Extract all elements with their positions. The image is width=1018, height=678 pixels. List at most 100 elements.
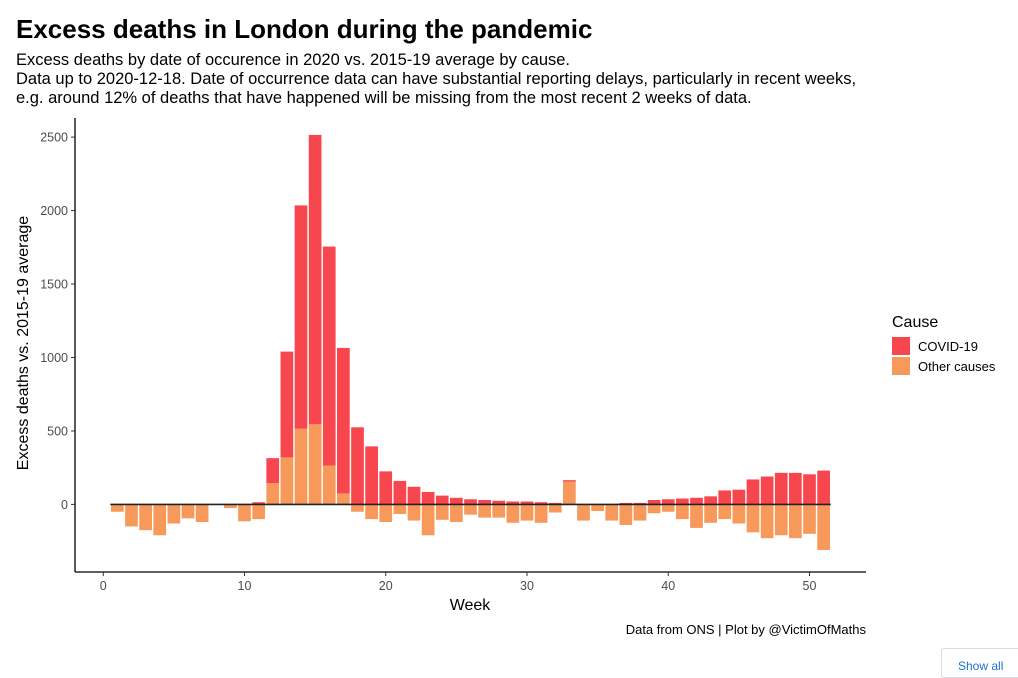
bar-covid-19-week-13: [280, 351, 294, 458]
bar-other-causes-week-49: [789, 504, 802, 539]
show-all-button[interactable]: Show all: [941, 648, 1018, 678]
bar-other-causes-week-20: [379, 504, 393, 523]
bar-covid-19-week-14: [294, 205, 308, 429]
bar-covid-19-week-49: [789, 472, 802, 505]
bar-other-causes-week-13: [280, 457, 294, 505]
chart-subtitle-line-3: e.g. around 12% of deaths that have happ…: [16, 89, 752, 107]
caption: Data from ONS | Plot by @VictimOfMaths: [626, 622, 867, 637]
bar-covid-19-week-24: [435, 495, 449, 505]
chart-subtitle-line-2: Data up to 2020-12-18. Date of occurrenc…: [16, 70, 857, 88]
bar-other-causes-week-22: [407, 504, 421, 521]
bar-covid-19-week-47: [760, 476, 774, 505]
bar-other-causes-week-15: [308, 424, 322, 505]
bar-covid-19-week-46: [746, 479, 760, 505]
bar-covid-19-week-39: [647, 500, 661, 505]
bar-other-causes-week-24: [435, 504, 449, 520]
bar-other-causes-week-17: [337, 493, 350, 505]
x-tick-label-50: 50: [803, 579, 817, 593]
bar-covid-19-week-45: [732, 489, 746, 505]
legend-key-other-causes: [892, 357, 910, 375]
y-tick-label-2500: 2500: [40, 131, 68, 145]
bar-other-causes-week-48: [774, 504, 788, 536]
bar-other-causes-week-39: [647, 504, 661, 514]
bars-group: [111, 134, 830, 550]
bar-covid-19-week-23: [421, 491, 435, 505]
bar-other-causes-week-33: [563, 481, 576, 505]
bar-other-causes-week-46: [746, 504, 760, 533]
bar-other-causes-week-38: [633, 504, 647, 521]
bar-other-causes-week-40: [661, 504, 675, 512]
bar-other-causes-week-43: [704, 504, 717, 523]
y-tick-label-2000: 2000: [40, 204, 68, 218]
bar-other-causes-week-34: [577, 504, 590, 521]
bar-covid-19-week-48: [774, 472, 788, 505]
bar-other-causes-week-36: [605, 504, 619, 521]
bar-other-causes-week-2: [125, 504, 138, 527]
bar-other-causes-week-51: [817, 504, 830, 550]
bar-other-causes-week-29: [506, 504, 520, 523]
bar-other-causes-week-45: [732, 504, 746, 524]
legend-label-covid-19: COVID-19: [918, 339, 978, 354]
bar-other-causes-week-1: [111, 504, 124, 512]
y-tick-label-1000: 1000: [40, 351, 68, 365]
bar-covid-19-week-12: [266, 458, 280, 484]
bar-other-causes-week-16: [322, 465, 336, 505]
bar-covid-19-week-16: [322, 246, 336, 466]
bar-other-causes-week-50: [803, 504, 816, 534]
bar-other-causes-week-25: [450, 504, 463, 523]
bar-covid-19-week-40: [661, 499, 675, 505]
y-axis-ticks: 0 500 1000 1500 2000 2500: [40, 131, 75, 512]
y-axis-title: Excess deaths vs. 2015-19 average: [15, 216, 32, 470]
x-tick-label-0: 0: [100, 579, 107, 593]
bar-other-causes-week-3: [139, 504, 152, 531]
bar-covid-19-week-20: [379, 471, 393, 505]
bar-other-causes-week-11: [252, 504, 265, 520]
bar-other-causes-week-47: [760, 504, 774, 539]
x-axis-ticks: 0 10 20 30 40 50: [100, 572, 817, 593]
bar-other-causes-week-4: [153, 504, 167, 536]
x-tick-label-40: 40: [661, 579, 675, 593]
bar-other-causes-week-14: [294, 428, 308, 505]
legend: Cause COVID-19 Other causes: [892, 314, 996, 375]
bar-other-causes-week-27: [478, 504, 491, 518]
bar-other-causes-week-35: [591, 504, 604, 512]
bar-covid-19-week-21: [393, 480, 407, 505]
bar-covid-19-week-11: [252, 502, 265, 505]
bar-covid-19-week-51: [817, 470, 830, 505]
bar-covid-19-week-43: [704, 496, 717, 505]
bar-covid-19-week-25: [450, 497, 463, 505]
legend-key-covid-19: [892, 337, 910, 355]
bar-covid-19-week-18: [351, 427, 364, 505]
bar-other-causes-week-26: [464, 504, 477, 515]
bar-covid-19-week-50: [803, 474, 816, 505]
chart-subtitle-line-1: Excess deaths by date of occurence in 20…: [16, 51, 571, 69]
bar-covid-19-week-28: [492, 500, 506, 505]
y-tick-label-0: 0: [61, 498, 68, 512]
bar-covid-19-week-41: [676, 498, 689, 505]
bar-other-causes-week-28: [492, 504, 506, 518]
bar-covid-19-week-17: [337, 347, 350, 494]
bar-other-causes-week-19: [365, 504, 378, 520]
y-tick-label-1500: 1500: [40, 278, 68, 292]
bar-other-causes-week-7: [195, 504, 209, 523]
bar-other-causes-week-6: [181, 504, 195, 519]
bar-covid-19-week-33: [563, 480, 576, 482]
bar-other-causes-week-44: [718, 504, 732, 520]
bar-covid-19-week-29: [506, 501, 520, 505]
bar-covid-19-week-27: [478, 500, 491, 505]
x-axis-title: Week: [450, 597, 492, 614]
bar-other-causes-week-21: [393, 504, 407, 514]
bar-covid-19-week-26: [464, 499, 477, 505]
bar-other-causes-week-31: [534, 504, 548, 523]
bar-covid-19-week-31: [534, 502, 548, 505]
bar-other-causes-week-37: [619, 504, 633, 525]
bar-covid-19-week-42: [690, 497, 703, 505]
bar-covid-19-week-19: [365, 446, 378, 505]
bar-other-causes-week-41: [676, 504, 689, 520]
bar-other-causes-week-32: [548, 504, 562, 513]
chart-title: Excess deaths in London during the pande…: [16, 14, 593, 44]
x-tick-label-10: 10: [238, 579, 252, 593]
bar-other-causes-week-9: [224, 504, 237, 509]
